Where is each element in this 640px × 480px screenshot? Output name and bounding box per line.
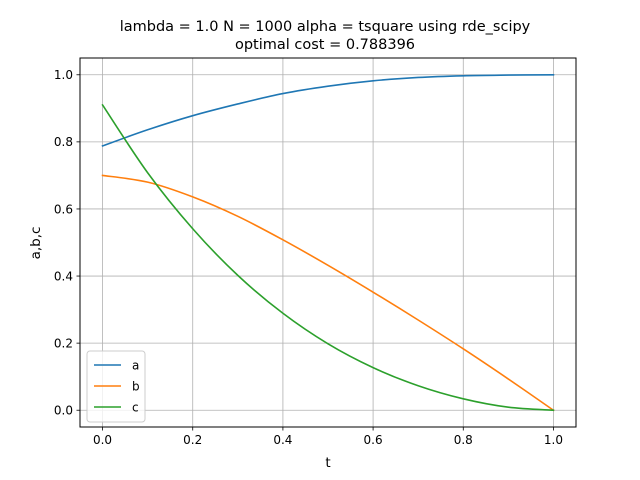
y-tick-label: 0.0 — [54, 404, 73, 418]
series-line-b — [101, 174, 555, 412]
legend-label-c: c — [132, 401, 139, 415]
y-axis-label: a,b,c — [28, 227, 44, 260]
legend-label-b: b — [132, 380, 140, 394]
x-tick-label: 0.8 — [454, 433, 473, 447]
y-tick-label: 0.2 — [54, 336, 73, 350]
x-axis-label: t — [325, 455, 330, 471]
plot-frame — [79, 57, 577, 428]
y-tick-label: 1.0 — [54, 68, 73, 82]
series-line-c — [101, 103, 555, 412]
axis-ticks: 0.0 0.2 0.4 0.6 0.8 1.0 0.0 0.2 0.4 0.6 0.8 1.0 — [54, 68, 563, 447]
y-tick-label: 0.4 — [54, 269, 73, 283]
grid — [80, 58, 576, 427]
x-tick-label: 0.6 — [364, 433, 383, 447]
series-lines — [101, 73, 555, 412]
legend-label-a: a — [132, 359, 139, 373]
chart-title: lambda = 1.0 N = 1000 alpha = tsquare us… — [120, 19, 531, 35]
x-tick-label: 0.0 — [93, 433, 112, 447]
legend: abc — [86, 350, 146, 423]
x-tick-label: 0.4 — [273, 433, 292, 447]
x-tick-label: 0.2 — [183, 433, 202, 447]
y-tick-label: 0.8 — [54, 135, 73, 149]
x-tick-label: 1.0 — [544, 433, 563, 447]
series-line-a — [101, 73, 555, 147]
chart-subtitle: optimal cost = 0.788396 — [235, 37, 415, 53]
y-tick-label: 0.6 — [54, 202, 73, 216]
